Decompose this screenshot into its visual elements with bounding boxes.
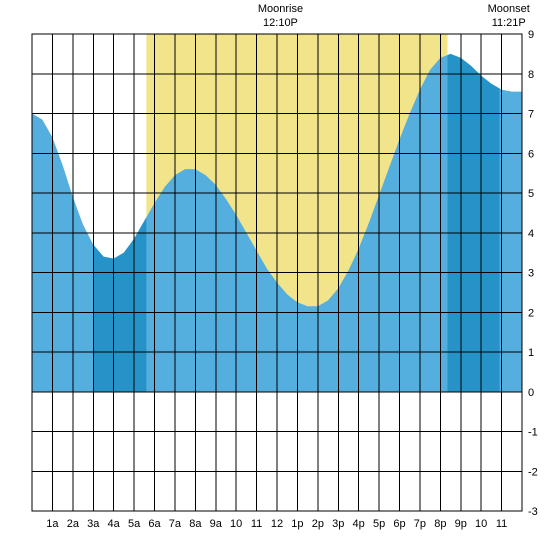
x-tick-label: 1p — [291, 518, 303, 530]
x-tick-label: 2p — [312, 518, 324, 530]
top-label-value-1: 11:21P — [492, 17, 526, 29]
x-tick-label: 6p — [393, 518, 405, 530]
x-tick-label: 2a — [67, 518, 80, 530]
y-tick-label: 6 — [528, 148, 534, 160]
tide-chart: -3-2-101234567891a2a3a4a5a6a7a8a9a101112… — [0, 0, 550, 550]
y-tick-label: 1 — [528, 347, 534, 359]
y-tick-label: -1 — [528, 427, 538, 439]
x-tick-label: 12 — [271, 518, 283, 530]
x-tick-label: 3a — [87, 518, 100, 530]
x-tick-label: 5p — [373, 518, 385, 530]
y-tick-label: -2 — [528, 466, 538, 478]
y-tick-label: -3 — [528, 506, 538, 518]
y-tick-label: 3 — [528, 268, 534, 280]
y-tick-label: 9 — [528, 29, 534, 41]
y-tick-label: 2 — [528, 307, 534, 319]
x-tick-label: 4p — [353, 518, 365, 530]
x-tick-label: 10 — [230, 518, 242, 530]
x-tick-label: 3p — [332, 518, 344, 530]
x-tick-label: 1a — [46, 518, 59, 530]
x-tick-label: 5a — [128, 518, 141, 530]
y-tick-label: 7 — [528, 109, 534, 121]
y-tick-label: 4 — [528, 228, 534, 240]
x-tick-label: 6a — [148, 518, 161, 530]
x-tick-label: 9a — [210, 518, 223, 530]
chart-svg: -3-2-101234567891a2a3a4a5a6a7a8a9a101112… — [0, 0, 550, 550]
x-tick-label: 11 — [251, 518, 262, 530]
y-tick-label: 0 — [528, 387, 534, 399]
tide-area-night-1 — [447, 54, 499, 392]
top-label-value-0: 12:10P — [263, 17, 298, 29]
x-tick-label: 10 — [475, 518, 487, 530]
x-tick-label: 4a — [108, 518, 121, 530]
top-label-title-0: Moonrise — [258, 3, 303, 15]
x-tick-label: 7a — [169, 518, 182, 530]
x-tick-label: 9p — [455, 518, 467, 530]
x-tick-label: 8a — [189, 518, 202, 530]
y-tick-label: 5 — [528, 188, 534, 200]
x-tick-label: 8p — [434, 518, 446, 530]
x-tick-label: 7p — [414, 518, 426, 530]
x-tick-label: 11 — [496, 518, 507, 530]
top-label-title-1: Moonset — [488, 3, 530, 15]
y-tick-label: 8 — [528, 69, 534, 81]
